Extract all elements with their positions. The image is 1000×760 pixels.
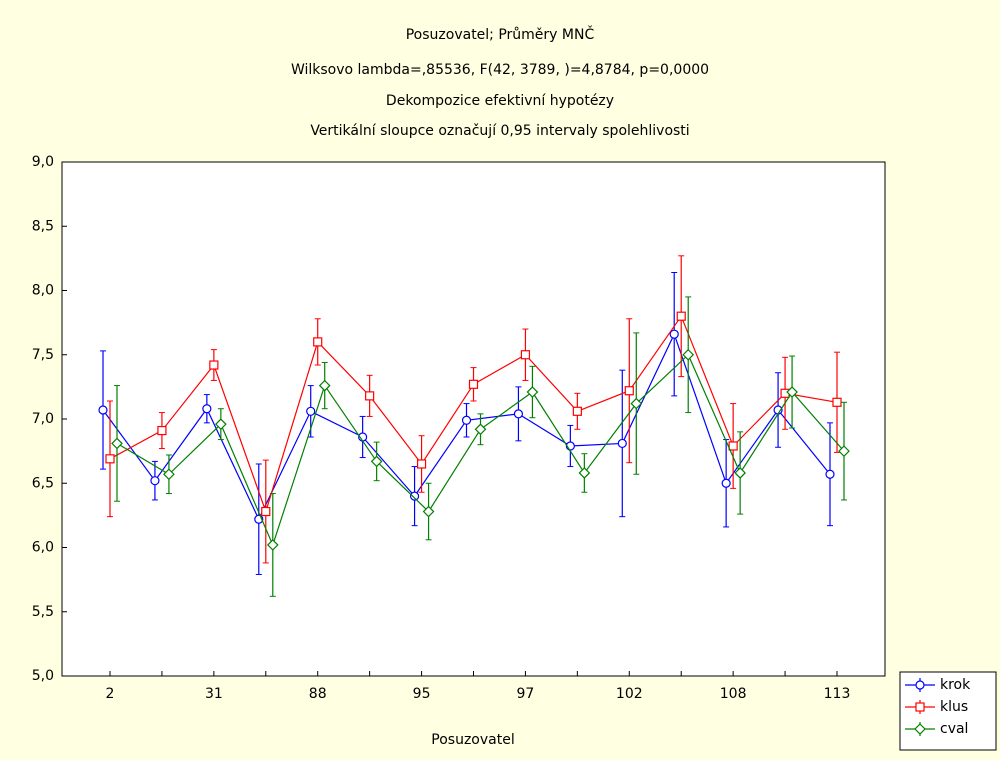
- point: [266, 539, 279, 551]
- x-tick-label: 113: [824, 686, 851, 702]
- x-tick-label: 31: [205, 686, 223, 702]
- x-tick-label: 2: [106, 686, 115, 702]
- point: [261, 506, 271, 517]
- point: [728, 441, 738, 451]
- legend-marker: [914, 723, 926, 735]
- legend-label: krok: [940, 677, 971, 693]
- legend-label: cval: [940, 721, 968, 737]
- point: [416, 459, 427, 469]
- x-tick-label: 95: [413, 686, 431, 702]
- y-tick-label: 5,5: [32, 604, 54, 620]
- x-tick-label: 88: [309, 686, 327, 702]
- point: [365, 391, 375, 401]
- point: [370, 455, 383, 468]
- point: [578, 467, 591, 479]
- legend-marker: [915, 702, 925, 712]
- point: [520, 350, 531, 360]
- y-tick-label: 8,5: [32, 218, 54, 234]
- point: [734, 467, 746, 479]
- x-tick-label: 102: [616, 686, 643, 702]
- point: [838, 445, 850, 457]
- chart-subtitle: Vertikální sloupce označují 0,95 interva…: [310, 123, 689, 139]
- point: [572, 406, 582, 416]
- point: [150, 476, 160, 486]
- x-tick-label: 97: [517, 686, 535, 702]
- point: [313, 337, 323, 347]
- point: [786, 386, 798, 398]
- point: [163, 468, 175, 481]
- y-tick-label: 6,5: [32, 475, 54, 491]
- point: [526, 386, 539, 398]
- y-tick-label: 7,5: [32, 347, 54, 363]
- y-tick-label: 5,0: [32, 668, 54, 684]
- point: [215, 418, 227, 430]
- chart-subtitle: Wilksovo lambda=,85536, F(42, 3789, )=4,…: [291, 62, 709, 78]
- point: [98, 405, 108, 415]
- point: [825, 469, 835, 479]
- y-tick-label: 7,0: [32, 411, 54, 427]
- point: [721, 478, 731, 488]
- point: [318, 379, 331, 392]
- point: [422, 505, 435, 518]
- chart-subtitle: Dekompozice efektivní hypotézy: [386, 93, 614, 109]
- point: [409, 491, 420, 501]
- point: [461, 415, 472, 425]
- point: [105, 454, 115, 464]
- legend-marker: [915, 680, 925, 690]
- point: [157, 425, 167, 436]
- point: [676, 311, 686, 321]
- point: [468, 379, 479, 389]
- y-tick-label: 6,0: [32, 540, 54, 556]
- point: [306, 406, 316, 416]
- chart-title: Posuzovatel; Průměry MNČ: [406, 25, 595, 43]
- point: [832, 397, 842, 407]
- point: [513, 409, 524, 419]
- legend-label: klus: [940, 699, 968, 715]
- point: [624, 386, 634, 396]
- x-tick-label: 108: [720, 686, 747, 702]
- y-tick-label: 9,0: [32, 154, 54, 170]
- point: [111, 437, 123, 450]
- point: [202, 404, 212, 414]
- point: [682, 348, 695, 361]
- point: [669, 329, 679, 339]
- y-tick-label: 8,0: [32, 283, 54, 299]
- x-axis-label: Posuzovatel: [431, 732, 514, 748]
- point: [474, 423, 487, 436]
- point: [630, 397, 643, 410]
- point: [209, 360, 219, 370]
- point: [617, 438, 627, 449]
